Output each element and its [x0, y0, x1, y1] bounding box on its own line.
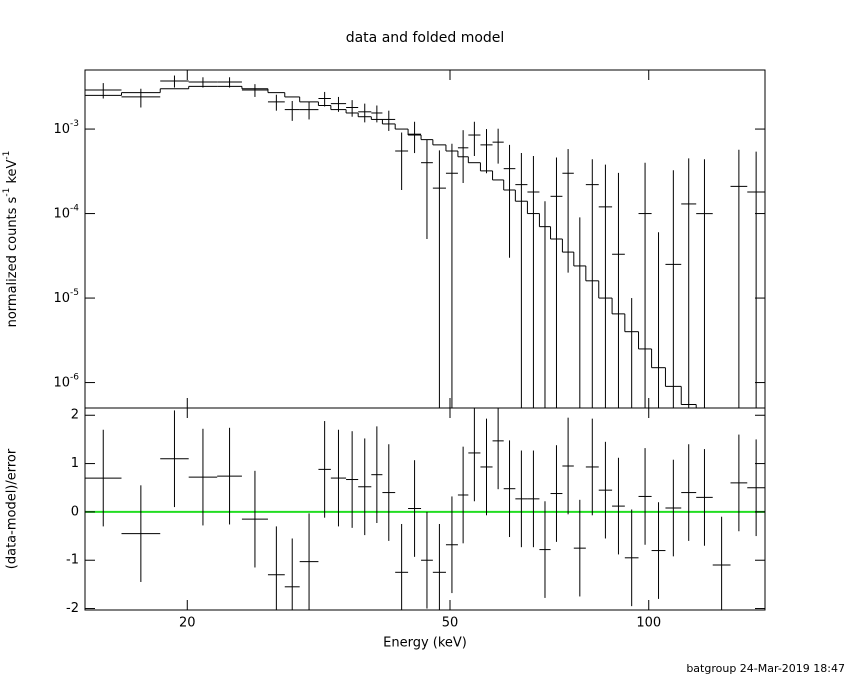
y-tick-label: 2 — [71, 408, 79, 423]
x-tick-label: 100 — [636, 616, 661, 631]
y-tick-label: 10-4 — [53, 203, 79, 221]
y-axis-label: (data-model)/error — [5, 448, 20, 569]
y-axis-label: normalized counts s-1 keV-1 — [2, 151, 20, 328]
bottom-plot — [85, 408, 765, 610]
y-tick-label: -2 — [66, 601, 79, 616]
y-tick-label: 1 — [71, 456, 79, 471]
chart-title: data and folded model — [346, 30, 505, 46]
footer: batgroup 24-Mar-2019 18:47 — [686, 662, 845, 675]
x-tick-label: 20 — [179, 616, 196, 631]
top-plot — [85, 75, 765, 408]
x-axis-label: Energy (keV) — [383, 636, 467, 651]
bottom-frame — [84, 407, 766, 611]
x-tick-label: 50 — [442, 616, 459, 631]
y-tick-label: 10-3 — [53, 119, 79, 137]
y-tick-label: 10-5 — [53, 288, 79, 306]
y-tick-label: -1 — [66, 553, 79, 568]
y-tick-label: 0 — [71, 504, 79, 519]
y-tick-label: 10-6 — [53, 372, 79, 390]
